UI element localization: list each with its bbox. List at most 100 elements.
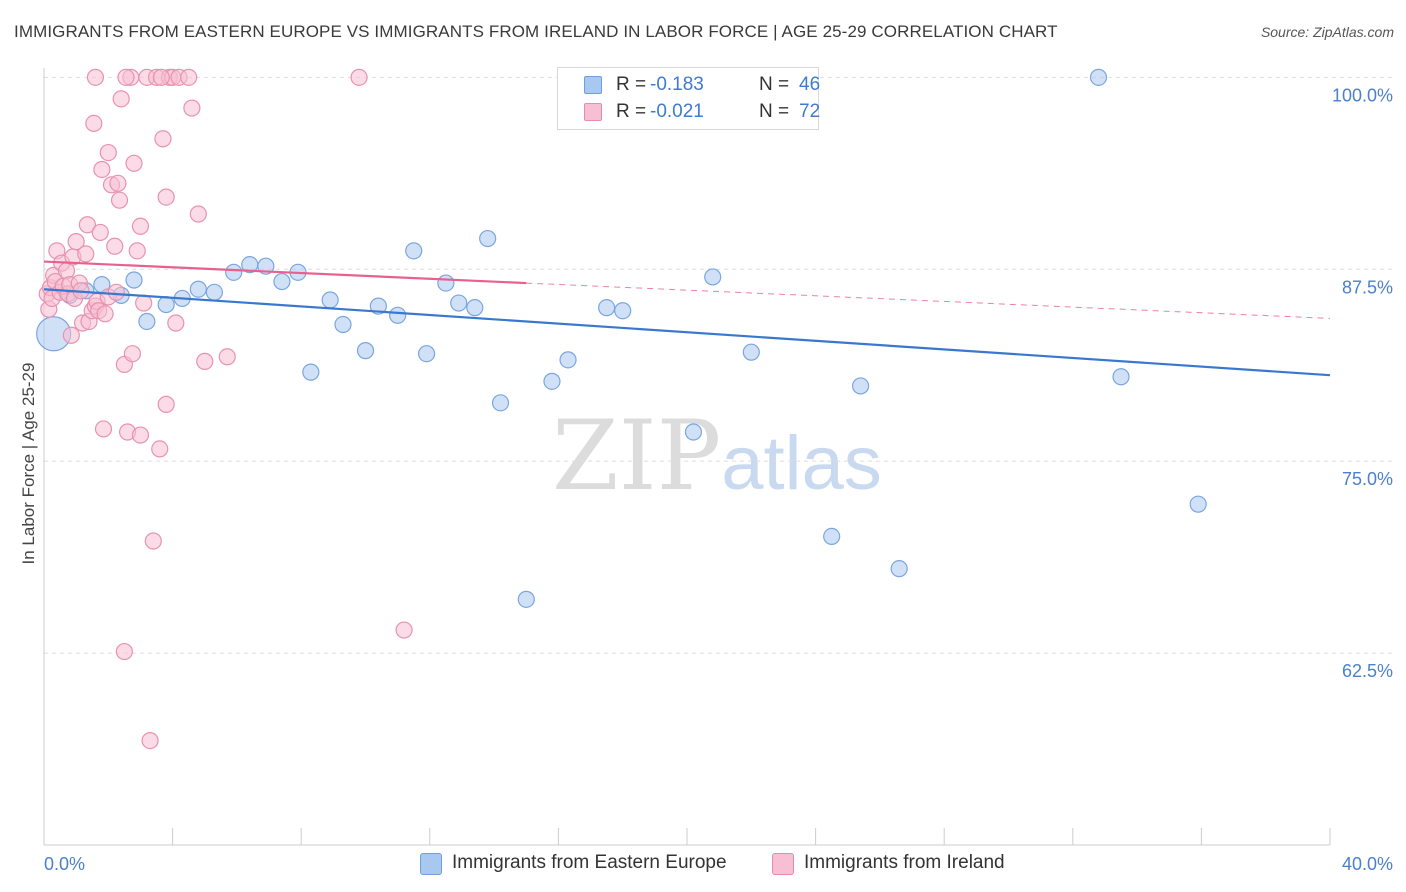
point-ireland (218, 348, 236, 366)
legend-r-label: R = (616, 74, 647, 95)
legend-swatch-ireland (772, 853, 794, 875)
point-ireland (395, 621, 413, 639)
point-ireland (144, 532, 162, 550)
y-tick-label: 62.5% (1342, 661, 1393, 681)
legend-label: Immigrants from Eastern Europe (452, 852, 727, 873)
point-eastern-europe (437, 274, 455, 292)
point-eastern-europe (138, 312, 156, 331)
point-ireland (94, 420, 113, 438)
point-eastern-europe (479, 229, 497, 248)
point-eastern-europe (890, 560, 908, 578)
watermark: ZIPatlas (552, 400, 882, 512)
point-eastern-europe (491, 394, 510, 412)
point-ireland (106, 237, 124, 255)
point-eastern-europe (417, 345, 436, 363)
point-eastern-europe (257, 257, 275, 275)
y-axis-label: In Labor Force | Age 25-29 (19, 363, 38, 565)
legend-r-value: -0.021 (650, 101, 704, 122)
point-ireland (85, 114, 103, 133)
point-ireland (86, 68, 105, 86)
point-ireland (141, 731, 159, 750)
point-eastern-europe (369, 297, 387, 315)
point-ireland (112, 90, 130, 108)
correlation-legend: R = -0.183 N = 46 R = -0.021 N = 72 (557, 67, 821, 130)
point-ireland (151, 440, 169, 458)
legend-n-value: 72 (799, 101, 821, 122)
point-eastern-europe (1189, 495, 1207, 513)
point-ireland (157, 395, 175, 413)
point-eastern-europe (823, 527, 841, 546)
trendline-eastern-europe (43, 288, 1331, 377)
point-eastern-europe (225, 263, 243, 281)
point-ireland (96, 305, 114, 323)
point-ireland (109, 174, 127, 192)
x-tick-label: 0.0% (44, 854, 85, 874)
point-eastern-europe (321, 291, 339, 309)
point-eastern-europe (559, 351, 577, 369)
point-ireland (93, 160, 111, 179)
point-ireland (91, 223, 109, 242)
point-ireland (125, 154, 143, 172)
legend-swatch-eastern-europe (420, 853, 442, 875)
legend-n-label: N = (759, 101, 790, 122)
point-eastern-europe (742, 343, 760, 361)
point-eastern-europe (189, 280, 207, 298)
point-ireland (131, 217, 150, 235)
trendline-ireland (43, 260, 527, 285)
point-ireland (77, 245, 95, 263)
y-tick-label: 75.0% (1342, 469, 1393, 489)
point-eastern-europe (157, 295, 175, 314)
chart-title: IMMIGRANTS FROM EASTERN EUROPE VS IMMIGR… (14, 22, 1058, 41)
legend-n-value: 46 (799, 74, 821, 95)
point-ireland (183, 99, 201, 117)
point-eastern-europe (302, 363, 320, 381)
point-eastern-europe (125, 271, 143, 289)
watermark-zip: ZIP (552, 400, 722, 512)
point-eastern-europe (598, 299, 616, 317)
legend-swatch-eastern-europe (584, 76, 602, 94)
point-eastern-europe (704, 268, 722, 286)
point-ireland (78, 216, 97, 234)
watermark-atlas: atlas (721, 421, 882, 506)
point-ireland (107, 283, 125, 301)
point-eastern-europe (466, 299, 484, 317)
point-ireland (128, 242, 146, 260)
point-ireland (117, 68, 135, 86)
legend-r-label: R = (616, 101, 647, 122)
point-eastern-europe (1089, 68, 1108, 86)
point-ireland (180, 68, 198, 86)
point-eastern-europe (334, 315, 352, 334)
point-ireland (67, 233, 85, 251)
source-label: Source: ZipAtlas.com (1260, 24, 1394, 40)
y-tick-label: 87.5% (1342, 277, 1393, 297)
legend-label: Immigrants from Ireland (804, 852, 1005, 873)
legend-r-value: -0.183 (650, 74, 704, 95)
point-ireland (131, 426, 150, 444)
point-ireland (152, 68, 170, 86)
point-eastern-europe (1112, 368, 1130, 386)
point-ireland (110, 191, 129, 209)
point-ireland (135, 294, 153, 312)
point-eastern-europe (405, 242, 423, 260)
point-ireland (167, 314, 185, 332)
trendline-ireland-extension (526, 282, 1331, 319)
point-eastern-europe (205, 283, 223, 301)
point-ireland (123, 345, 142, 363)
point-eastern-europe (356, 342, 375, 360)
y-tick-label: 100.0% (1332, 85, 1393, 105)
x-tick-label: 40.0% (1342, 854, 1393, 874)
point-eastern-europe (450, 294, 468, 312)
point-ireland (350, 68, 368, 86)
legend-n-label: N = (759, 74, 790, 95)
point-ireland (115, 642, 133, 661)
point-eastern-europe (389, 306, 407, 324)
point-ireland (62, 326, 80, 344)
point-eastern-europe (852, 377, 870, 395)
point-ireland (196, 352, 214, 370)
point-eastern-europe (517, 590, 535, 608)
point-ireland (154, 130, 172, 148)
point-eastern-europe (614, 302, 632, 320)
point-eastern-europe (273, 272, 291, 291)
point-ireland (99, 143, 117, 162)
point-eastern-europe (543, 372, 561, 390)
